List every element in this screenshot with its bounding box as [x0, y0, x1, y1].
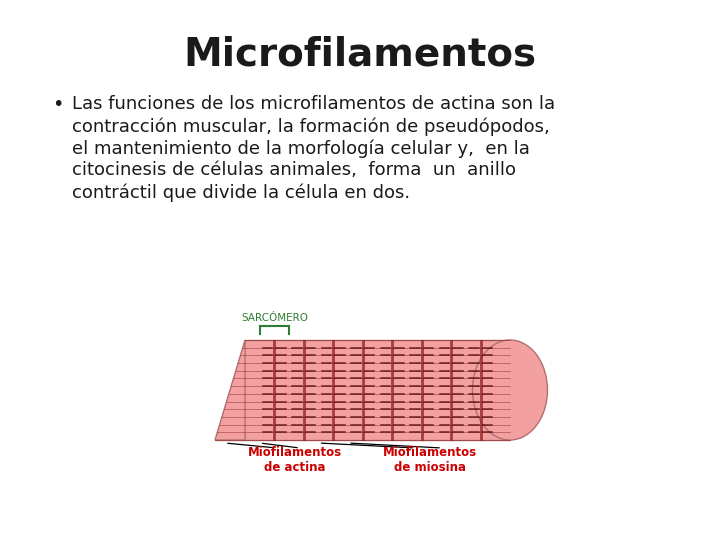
- Text: Las funciones de los microfilamentos de actina son la: Las funciones de los microfilamentos de …: [72, 95, 555, 113]
- Text: SARCÓMERO: SARCÓMERO: [241, 313, 308, 323]
- Text: citocinesis de células animales,  forma  un  anillo: citocinesis de células animales, forma u…: [72, 161, 516, 179]
- Polygon shape: [215, 340, 245, 440]
- Text: Miofilamentos
de miosina: Miofilamentos de miosina: [383, 446, 477, 474]
- Text: Miofilamentos
de actina: Miofilamentos de actina: [248, 446, 342, 474]
- Text: Microfilamentos: Microfilamentos: [184, 35, 536, 73]
- Text: el mantenimiento de la morfología celular y,  en la: el mantenimiento de la morfología celula…: [72, 139, 530, 158]
- Polygon shape: [215, 340, 510, 440]
- Text: contracción muscular, la formación de pseudópodos,: contracción muscular, la formación de ps…: [72, 117, 550, 136]
- Ellipse shape: [472, 340, 547, 440]
- Text: •: •: [52, 95, 63, 114]
- Text: contráctil que divide la célula en dos.: contráctil que divide la célula en dos.: [72, 183, 410, 201]
